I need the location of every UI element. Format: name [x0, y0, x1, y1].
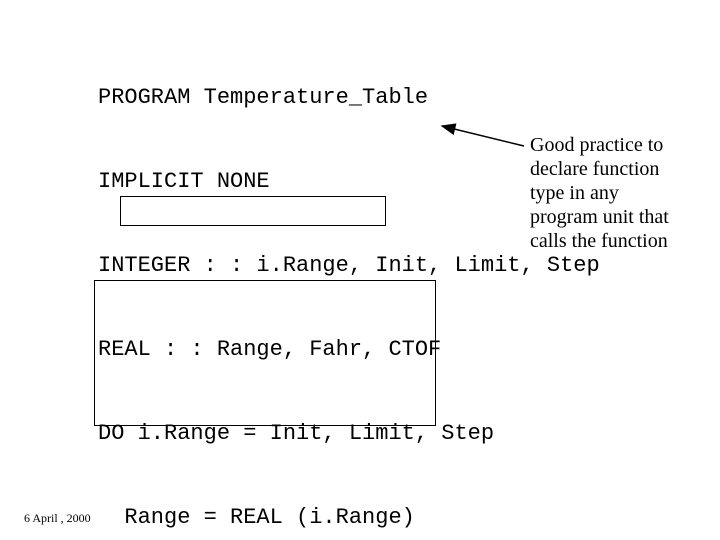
code-block: PROGRAM Temperature_Table IMPLICIT NONE … — [98, 28, 600, 540]
annotation-line: Good practice to — [530, 133, 669, 157]
code-line: REAL : : Range, Fahr, CTOF — [98, 336, 600, 364]
code-line: INTEGER : : i.Range, Init, Limit, Step — [98, 252, 600, 280]
footer-date: 6 April , 2000 — [24, 511, 91, 526]
annotation-line: calls the function — [530, 229, 669, 253]
code-line: PROGRAM Temperature_Table — [98, 84, 600, 112]
code-line: IMPLICIT NONE — [98, 168, 600, 196]
annotation-line: program unit that — [530, 205, 669, 229]
annotation-line: declare function — [530, 157, 669, 181]
annotation-text: Good practice to declare function type i… — [530, 133, 669, 253]
code-line: Range = REAL (i.Range) — [98, 504, 600, 532]
code-line: DO i.Range = Init, Limit, Step — [98, 420, 600, 448]
annotation-line: type in any — [530, 181, 669, 205]
